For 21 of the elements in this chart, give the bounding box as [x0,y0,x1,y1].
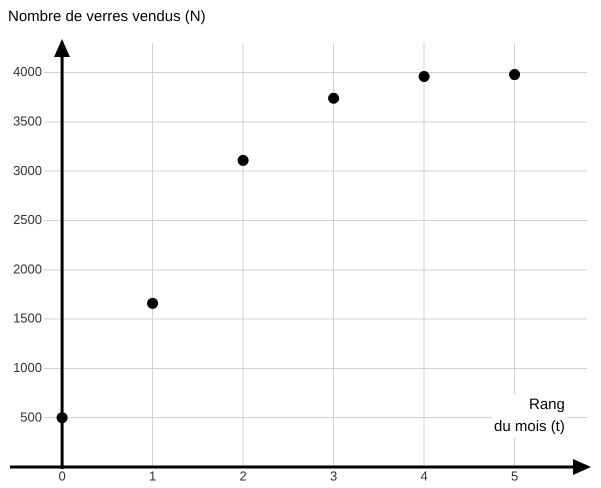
x-tick-label: 2 [239,468,247,484]
y-tick-label: 2000 [13,261,42,276]
x-tick-label: 1 [148,468,156,484]
point [509,69,520,80]
y-axis-title: Nombre de verres vendus (N) [8,8,206,25]
y-tick-label: 3500 [13,113,42,128]
x-axis-title: Rang du mois (t) [492,394,567,438]
point [147,298,158,309]
y-tick-label: 500 [20,409,42,424]
y-tick-label: 2500 [13,212,42,228]
y-tick-label: 1000 [13,360,42,375]
point [328,92,340,104]
x-tick-label: 5 [510,468,518,484]
x-tick-label: 3 [330,468,338,484]
y-tick-label: 3000 [13,162,42,178]
y-tick-label: 1500 [13,310,42,326]
y-tick-label: 4000 [13,64,42,80]
point [238,154,249,166]
x-tick-label: 4 [420,468,428,484]
x-tick-label: 0 [58,468,66,484]
point [418,71,430,82]
